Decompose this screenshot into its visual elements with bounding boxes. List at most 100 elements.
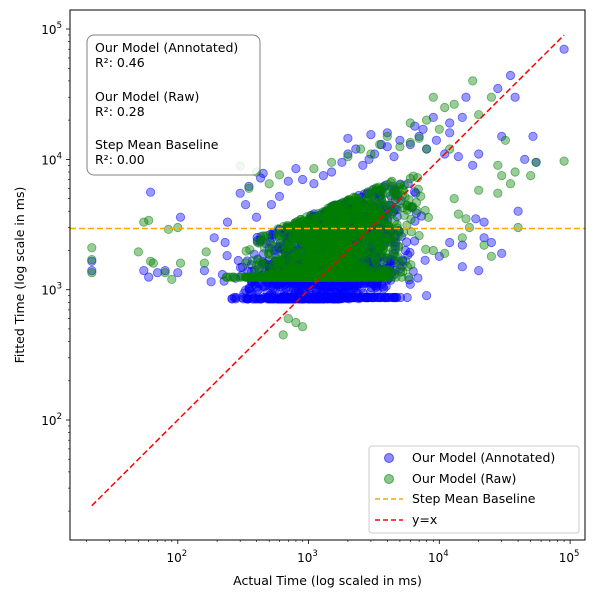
data-point — [402, 200, 412, 211]
data-point — [331, 252, 341, 262]
data-point — [222, 251, 232, 261]
data-point — [263, 292, 273, 303]
data-point — [309, 164, 319, 174]
data-point — [297, 322, 308, 332]
data-point — [387, 176, 397, 186]
data-point — [520, 154, 530, 164]
data-point — [559, 156, 569, 166]
data-point — [199, 258, 209, 268]
stats-raw-value: R²: 0.28 — [95, 104, 145, 119]
data-point — [445, 237, 455, 248]
data-point — [229, 292, 239, 303]
data-point — [363, 187, 373, 197]
data-point — [318, 171, 328, 181]
data-point — [468, 160, 478, 170]
data-point — [345, 254, 355, 264]
data-point — [283, 176, 293, 186]
data-point — [493, 188, 503, 198]
data-point — [413, 273, 423, 283]
data-point — [313, 212, 323, 222]
legend-label-raw: Our Model (Raw) — [412, 471, 516, 486]
data-point — [317, 257, 327, 268]
stats-box: Our Model (Annotated) R²: 0.46 Our Model… — [86, 34, 261, 176]
data-point — [175, 212, 186, 222]
data-point — [326, 263, 336, 273]
data-point — [505, 179, 516, 189]
data-point — [394, 242, 404, 252]
data-point — [146, 187, 156, 197]
data-point — [510, 167, 520, 177]
data-point — [380, 248, 390, 259]
data-point — [457, 262, 467, 272]
data-point — [346, 213, 356, 223]
data-point — [428, 92, 438, 102]
data-point — [381, 292, 391, 303]
data-point — [440, 248, 450, 258]
stats-annotated-label: Our Model (Annotated) — [95, 40, 238, 55]
data-point — [144, 215, 154, 225]
data-point — [468, 76, 478, 86]
data-point — [528, 131, 538, 141]
data-point — [344, 272, 354, 282]
data-point — [306, 272, 316, 282]
data-point — [479, 217, 489, 227]
data-point — [283, 313, 293, 324]
data-point — [505, 70, 516, 81]
data-point — [206, 277, 216, 287]
data-point — [309, 179, 319, 189]
data-point — [405, 118, 415, 128]
data-point — [87, 255, 97, 265]
data-point — [497, 248, 507, 258]
data-point — [351, 204, 361, 214]
data-point — [431, 135, 441, 145]
data-point — [163, 224, 174, 234]
data-point — [390, 292, 400, 303]
data-point — [245, 245, 255, 255]
data-point — [326, 157, 337, 167]
data-point — [559, 44, 569, 54]
data-point — [497, 171, 507, 181]
data-point — [486, 251, 496, 261]
data-point — [272, 259, 283, 270]
data-point — [421, 244, 431, 254]
data-point — [405, 137, 415, 147]
data-point — [394, 259, 404, 270]
data-point — [222, 217, 233, 227]
data-point — [389, 152, 399, 162]
data-point — [350, 193, 360, 203]
data-point — [261, 259, 271, 269]
data-point — [493, 83, 503, 94]
data-point — [384, 225, 394, 235]
data-point — [513, 206, 523, 216]
data-point — [418, 124, 428, 134]
data-point — [167, 274, 177, 284]
data-point — [474, 185, 484, 195]
data-point — [421, 115, 432, 125]
data-point — [360, 216, 370, 227]
data-point — [175, 258, 186, 268]
data-point — [423, 212, 433, 222]
data-point — [513, 222, 523, 233]
data-point — [244, 283, 254, 294]
data-point — [332, 210, 342, 221]
data-point — [242, 294, 252, 304]
data-point — [382, 131, 392, 141]
data-point — [374, 238, 384, 248]
data-point — [254, 284, 264, 295]
data-point — [209, 233, 219, 243]
data-point — [403, 272, 414, 282]
data-point — [173, 222, 183, 233]
data-point — [330, 286, 340, 297]
data-point — [297, 174, 308, 185]
stats-raw-label: Our Model (Raw) — [95, 89, 199, 104]
data-point — [361, 292, 372, 303]
data-point — [388, 249, 398, 259]
data-point — [264, 179, 274, 189]
data-point — [474, 149, 484, 159]
data-point — [526, 171, 536, 181]
data-point — [296, 214, 306, 225]
data-point — [319, 292, 330, 303]
data-point — [283, 294, 294, 304]
x-axis-title: Actual Time (log scaled in ms) — [233, 573, 422, 588]
data-point — [291, 164, 301, 174]
